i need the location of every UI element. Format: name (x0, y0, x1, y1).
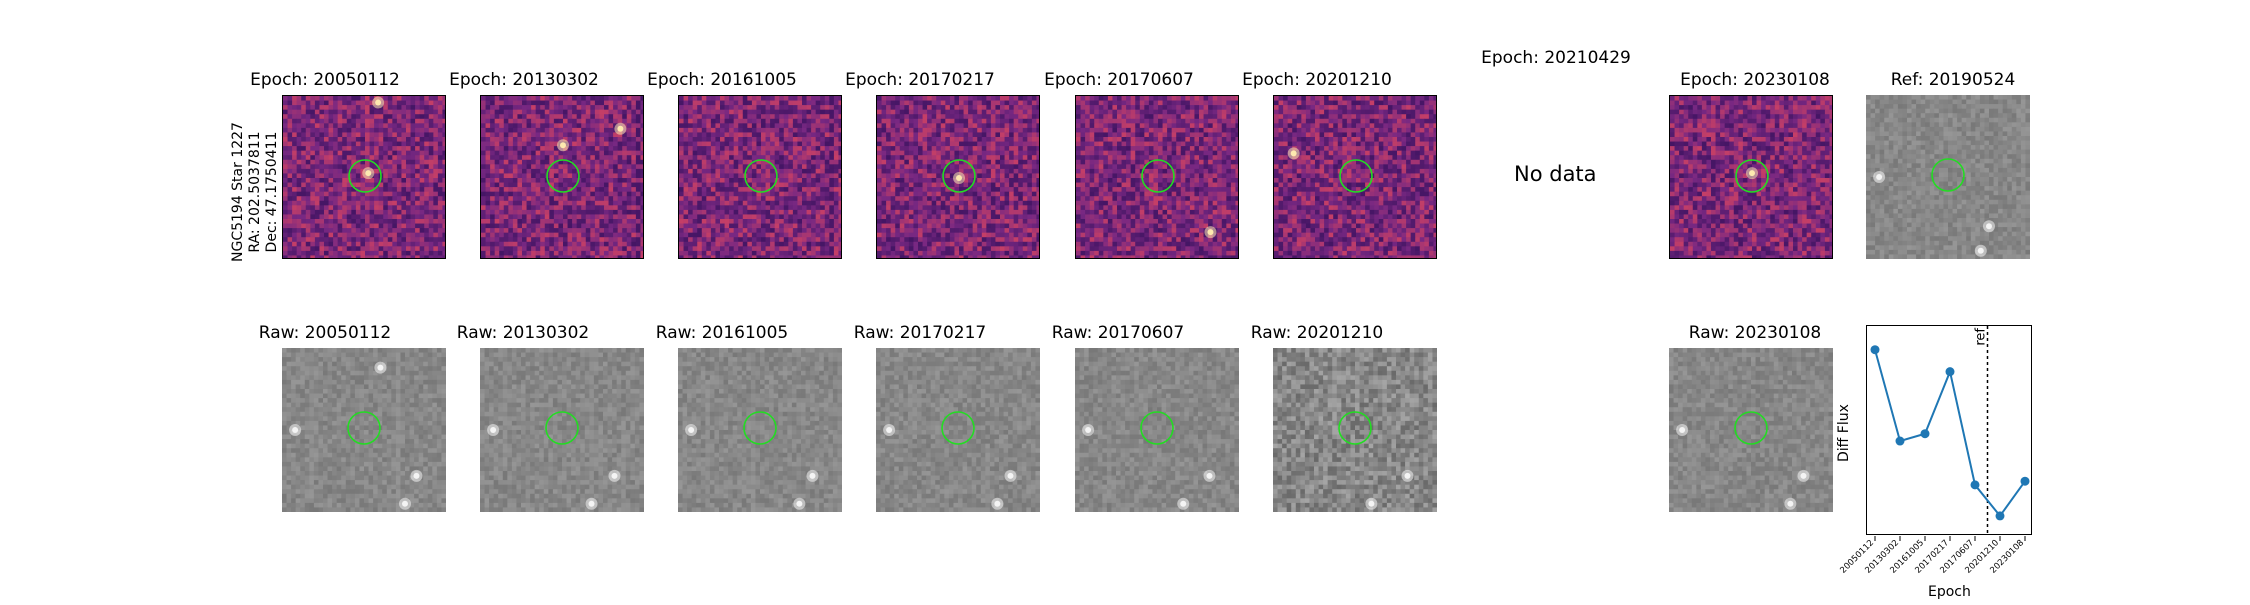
diff-image-5 (1075, 95, 1239, 259)
data-point-20050112 (1871, 345, 1880, 354)
diff-title-6: Epoch: 20201210 (1187, 70, 1447, 90)
data-point-20201210 (1996, 511, 2005, 520)
raw-image-1 (282, 348, 446, 512)
pixel-grid (282, 348, 446, 512)
diff-image-6 (1273, 95, 1437, 259)
raw-title-6: Raw: 20201210 (1227, 323, 1407, 343)
raw-title-5: Raw: 20170607 (1028, 323, 1208, 343)
data-point-20170217 (1946, 367, 1955, 376)
diff-image-8 (1669, 95, 1833, 259)
diff-image-2 (480, 95, 644, 259)
pixel-grid (1274, 96, 1437, 259)
diff-image-4 (876, 95, 1040, 259)
light-curve-svg: ref (1867, 326, 2033, 536)
raw-title-7: Raw: 20230108 (1665, 323, 1845, 343)
reference-image (1866, 95, 2030, 259)
pixel-grid (877, 96, 1040, 259)
raw-image-4 (876, 348, 1040, 512)
y-axis-label: Diff Flux (1836, 404, 1852, 462)
raw-title-3: Raw: 20161005 (632, 323, 812, 343)
raw-image-3 (678, 348, 842, 512)
raw-image-5 (1075, 348, 1239, 512)
raw-title-1: Raw: 20050112 (235, 323, 415, 343)
star-name: NGC5194 Star 1227 (230, 122, 247, 262)
pixel-grid (1670, 96, 1833, 259)
raw-title-4: Raw: 20170217 (830, 323, 1010, 343)
pixel-grid (1669, 348, 1833, 512)
pixel-grid (679, 96, 842, 259)
star-ra: RA: 202.5037811 (247, 122, 264, 262)
diff-image-1 (282, 95, 446, 259)
pixel-grid (1076, 96, 1239, 259)
pixel-grid (678, 348, 842, 512)
data-point-20161005 (1921, 429, 1930, 438)
data-point-20230108 (2021, 477, 2030, 486)
pixel-grid (1075, 348, 1239, 512)
pixel-grid (876, 348, 1040, 512)
ref-line-label: ref (1974, 328, 1989, 346)
raw-image-6 (1273, 348, 1437, 512)
star-label: NGC5194 Star 1227 RA: 202.5037811 Dec: 4… (230, 122, 281, 262)
pixel-grid (481, 96, 644, 259)
star-dec: Dec: 47.1750411 (264, 122, 281, 262)
raw-title-2: Raw: 20130302 (433, 323, 613, 343)
ref-title: Ref: 20190524 (1823, 70, 2083, 90)
no-data-text: No data (1514, 162, 1597, 186)
data-point-20170607 (1971, 480, 1980, 489)
pixel-grid (283, 96, 446, 259)
pixel-grid (1866, 95, 2030, 259)
data-point-20130302 (1896, 437, 1905, 446)
diff-title-7: Epoch: 20210429 (1426, 48, 1686, 68)
raw-image-2 (480, 348, 644, 512)
pixel-grid (1273, 348, 1437, 512)
raw-image-7 (1669, 348, 1833, 512)
x-tick-labels: 2005011220130302201610052017021720170607… (1840, 535, 2060, 605)
pixel-grid (480, 348, 644, 512)
light-curve-plot: ref (1866, 325, 2032, 535)
diff-image-3 (678, 95, 842, 259)
